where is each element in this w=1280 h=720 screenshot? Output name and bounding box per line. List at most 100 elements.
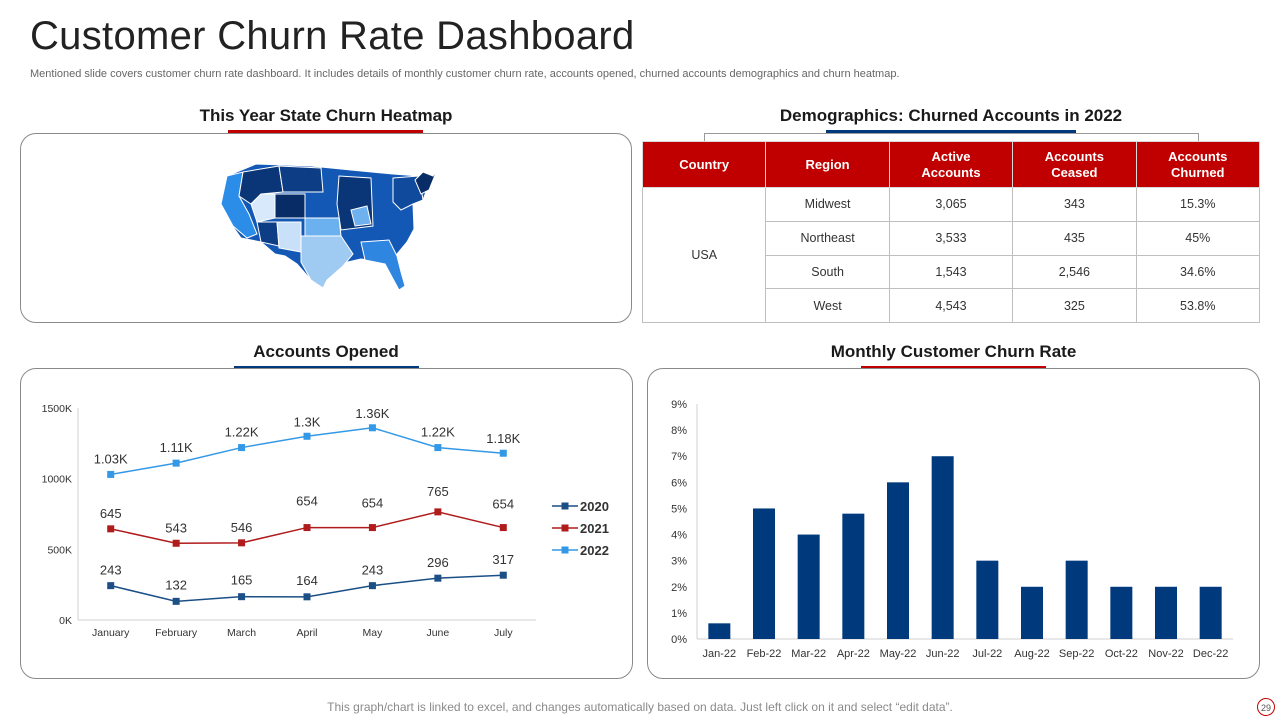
table-header-country: Country	[641, 141, 767, 188]
bar	[1065, 560, 1088, 639]
map-region-plains	[304, 217, 342, 237]
legend-label-2022: 2022	[580, 543, 609, 558]
accounts-section-title: Accounts Opened	[253, 342, 399, 361]
series-2021-point	[434, 508, 442, 516]
y-tick-label: 2%	[671, 582, 687, 594]
table-header-row: Country Region Active Accounts Accounts …	[641, 141, 1261, 188]
x-tick-label: Dec-22	[1193, 648, 1228, 660]
series-2020-point	[238, 593, 246, 601]
table-cell-country: USA	[641, 187, 767, 323]
bar	[797, 534, 820, 639]
x-tick-label: July	[494, 627, 513, 639]
y-tick-label: 3%	[671, 556, 687, 568]
x-tick-label: January	[92, 627, 130, 639]
table-cell-churned: 34.6%	[1135, 254, 1261, 290]
series-2021-data-label: 645	[100, 506, 122, 521]
footer-note: This graph/chart is linked to excel, and…	[327, 700, 953, 714]
series-2022-point	[303, 432, 311, 440]
demographics-table: Country Region Active Accounts Accounts …	[641, 141, 1261, 323]
table-cell-ceased: 325	[1012, 288, 1137, 323]
bar	[708, 623, 731, 639]
accounts-opened-chart[interactable]: 0K 500K 1000K 1500K January February March Apri…	[21, 369, 634, 680]
accounts-chart-panel: 0K 500K 1000K 1500K January February March Apri…	[20, 368, 633, 679]
page-title: Customer Churn Rate Dashboard	[30, 14, 635, 58]
table-header-region: Region	[765, 141, 890, 188]
table-row: Northeast 3,533 435 45%	[643, 220, 1261, 256]
y-tick-label: 0%	[671, 634, 687, 646]
table-cell-churned: 45%	[1135, 220, 1261, 256]
y-tick-label: 1%	[671, 608, 687, 620]
series-2021-point	[303, 524, 311, 532]
series-2021-data-label: 654	[492, 497, 514, 512]
bar	[842, 513, 865, 639]
series-2021-data-label: 654	[296, 494, 318, 509]
table-row: USA Midwest 3,065 343 15.3%	[641, 187, 1261, 323]
table-cell-region: West	[765, 288, 890, 323]
series-2021-point	[368, 524, 376, 532]
series-2021-point	[238, 539, 246, 547]
page-subtitle: Mentioned slide covers customer churn ra…	[30, 68, 900, 80]
churn-title-underline	[861, 366, 1046, 369]
series-2020-data-label: 165	[231, 573, 253, 588]
series-2022-point	[368, 424, 376, 432]
x-tick-label: May	[363, 627, 384, 639]
series-2022-data-label: 1.11K	[160, 440, 193, 455]
series-2020-data-label: 132	[165, 577, 187, 592]
series-2021-point	[172, 539, 180, 547]
x-tick-label: Aug-22	[1014, 648, 1049, 660]
accounts-title-underline	[234, 366, 419, 369]
x-tick-label: June	[426, 627, 449, 639]
bar	[976, 560, 999, 639]
map-region-great-lakes	[350, 205, 372, 227]
demographics-title-underline	[826, 130, 1076, 133]
table-cell-active: 1,543	[888, 254, 1014, 290]
series-2021-data-label: 654	[362, 496, 384, 511]
us-heatmap-map[interactable]	[21, 134, 633, 324]
table-cell-region: South	[765, 254, 890, 290]
series-2022-point	[172, 459, 180, 467]
series-2020-data-label: 164	[296, 573, 318, 588]
series-2020-point	[172, 597, 180, 605]
churn-chart-panel: 0% 1% 2% 3% 4% 5% 6% 7% 8% 9% Jan-22 Feb-22 Mar-22 Ap…	[647, 368, 1260, 679]
series-2022-point	[499, 449, 507, 457]
series-2022-data-label: 1.22K	[421, 425, 455, 440]
table-cell-churned: 53.8%	[1135, 288, 1261, 323]
series-2020-point	[107, 582, 115, 590]
series-2020-point	[499, 571, 507, 579]
legend-marker-2020	[561, 502, 569, 510]
x-tick-label: Jun-22	[926, 648, 960, 660]
series-2022-data-label: 1.3K	[294, 414, 321, 429]
heatmap-section-title: This Year State Churn Heatmap	[199, 106, 453, 125]
x-tick-label: Jul-22	[972, 648, 1002, 660]
series-2021-point	[107, 525, 115, 533]
series-2020-point	[303, 593, 311, 601]
table-header-ceased: Accounts Ceased	[1012, 141, 1137, 188]
map-region-colorado	[274, 193, 306, 219]
series-2021-data-label: 543	[165, 520, 187, 535]
table-header-churned: Accounts Churned	[1135, 141, 1261, 188]
series-2022-data-label: 1.03K	[94, 451, 128, 466]
series-2020-data-label: 296	[427, 555, 449, 570]
y-tick-label: 1500K	[42, 403, 72, 415]
x-tick-label: Jan-22	[703, 648, 737, 660]
table-cell-ceased: 343	[1012, 187, 1137, 222]
series-2020-data-label: 243	[100, 563, 122, 578]
x-tick-label: April	[296, 627, 317, 639]
page-number: 29	[1257, 698, 1275, 716]
monthly-churn-chart[interactable]: 0% 1% 2% 3% 4% 5% 6% 7% 8% 9% Jan-22 Feb-22 Mar-22 Ap…	[648, 369, 1261, 680]
y-tick-label: 8%	[671, 425, 687, 437]
table-cell-active: 4,543	[888, 288, 1014, 323]
map-region-southeast	[360, 239, 406, 291]
map-region-new-england	[414, 169, 438, 195]
x-tick-label: March	[227, 627, 256, 639]
bar	[1155, 586, 1177, 639]
x-tick-label: Mar-22	[791, 648, 826, 660]
table-bracket	[704, 133, 1199, 141]
bar	[887, 482, 909, 639]
table-cell-active: 3,065	[888, 187, 1014, 222]
series-2022-point	[238, 444, 246, 452]
series-2020-data-label: 317	[492, 552, 514, 567]
series-2020-point	[368, 582, 376, 590]
table-cell-region: Northeast	[765, 220, 890, 256]
series-2022-data-label: 1.22K	[225, 425, 259, 440]
